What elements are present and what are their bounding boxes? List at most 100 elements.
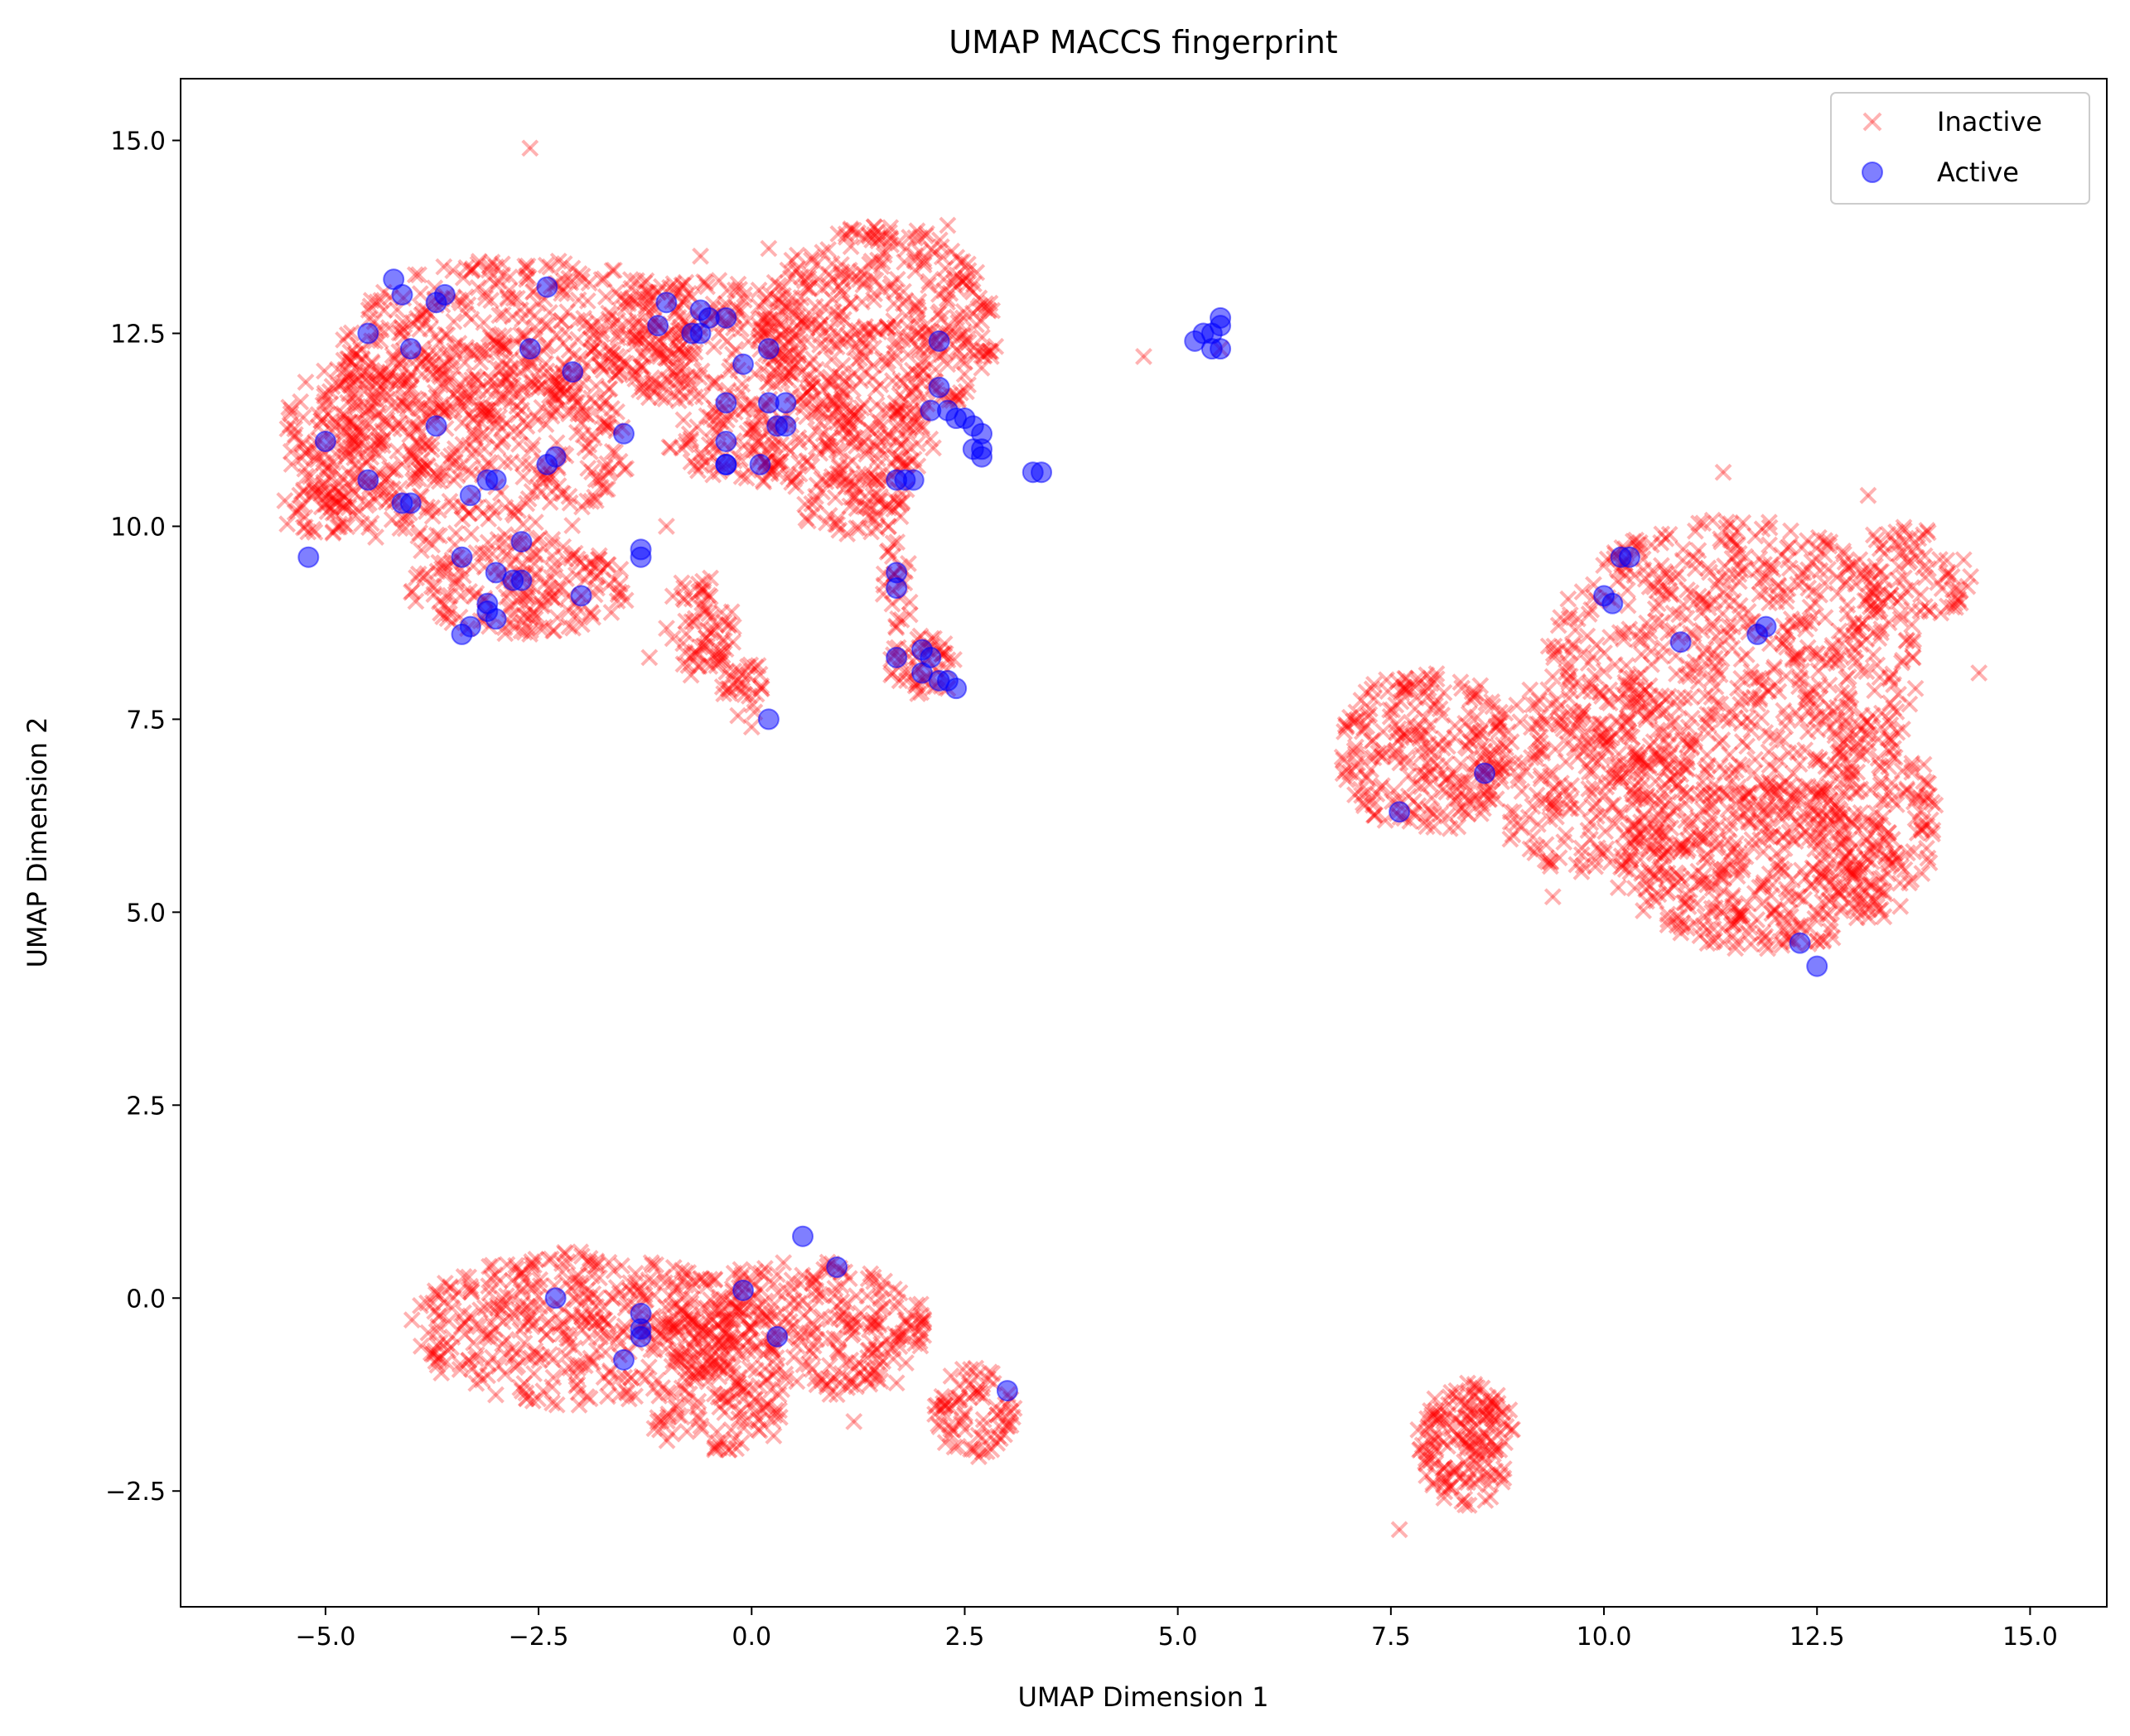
inactive-point <box>622 290 640 307</box>
inactive-point <box>369 372 387 390</box>
inactive-point <box>489 335 506 354</box>
inactive-point <box>488 359 506 378</box>
inactive-point <box>680 374 698 392</box>
inactive-point <box>518 259 535 277</box>
inactive-point <box>572 272 591 291</box>
inactive-point <box>375 375 394 393</box>
inactive-point <box>351 340 369 359</box>
inactive-point <box>513 401 530 419</box>
inactive-point <box>490 408 509 427</box>
inactive-point <box>487 276 505 294</box>
inactive-point <box>390 373 408 391</box>
inactive-point <box>432 358 451 376</box>
inactive-point <box>636 330 654 348</box>
inactive-point <box>442 349 461 367</box>
inactive-point <box>488 380 506 398</box>
inactive-point <box>403 379 420 397</box>
inactive-point <box>546 402 564 420</box>
inactive-point <box>648 345 666 364</box>
inactive-point <box>432 368 450 386</box>
inactive-point <box>395 389 413 407</box>
inactive-point <box>406 390 424 407</box>
inactive-point <box>408 310 426 327</box>
inactive-point <box>594 361 612 379</box>
inactive-point <box>395 395 413 412</box>
inactive-point <box>514 310 531 328</box>
inactive-point <box>577 405 595 423</box>
inactive-point <box>466 368 483 386</box>
plot-marks <box>276 139 1988 1539</box>
inactive-point <box>346 345 365 363</box>
inactive-point <box>541 258 559 276</box>
inactive-point <box>457 258 476 277</box>
inactive-point <box>635 274 654 292</box>
inactive-point <box>495 389 514 407</box>
inactive-point <box>476 289 495 307</box>
inactive-point <box>500 282 519 300</box>
inactive-point <box>529 379 547 398</box>
inactive-point <box>566 384 584 403</box>
inactive-point <box>627 330 645 347</box>
inactive-point <box>381 363 398 381</box>
inactive-point <box>504 307 521 326</box>
inactive-point <box>463 260 481 277</box>
inactive-point <box>492 336 510 354</box>
inactive-point <box>556 324 574 342</box>
inactive-point <box>653 334 671 352</box>
inactive-point <box>412 355 429 374</box>
inactive-point <box>462 262 481 280</box>
inactive-point <box>413 306 431 325</box>
inactive-point <box>603 316 621 335</box>
inactive-point <box>541 403 559 421</box>
inactive-point <box>563 259 582 277</box>
inactive-point <box>473 401 491 419</box>
inactive-point <box>541 304 558 321</box>
inactive-point <box>402 365 420 383</box>
inactive-point <box>394 393 412 412</box>
inactive-point <box>353 350 371 369</box>
inactive-point <box>476 283 495 301</box>
inactive-point <box>580 274 598 292</box>
inactive-point <box>518 270 535 288</box>
inactive-point <box>631 358 650 376</box>
inactive-point <box>543 368 562 386</box>
inactive-point <box>421 399 439 417</box>
inactive-point <box>651 347 669 365</box>
inactive-point <box>578 292 596 310</box>
inactive-point <box>481 258 499 275</box>
inactive-point <box>488 340 506 359</box>
inactive-point <box>473 345 491 364</box>
inactive-point <box>403 314 422 332</box>
inactive-point <box>573 398 592 417</box>
inactive-point <box>359 363 377 381</box>
inactive-point <box>452 294 470 312</box>
inactive-point <box>454 268 472 287</box>
inactive-point <box>519 257 537 275</box>
inactive-point <box>427 388 446 406</box>
inactive-point <box>497 414 515 432</box>
inactive-point <box>469 371 487 389</box>
inactive-point <box>400 371 418 389</box>
inactive-point <box>600 311 618 328</box>
inactive-point <box>411 321 429 338</box>
inactive-point <box>463 371 481 389</box>
inactive-point <box>538 362 556 380</box>
inactive-point <box>427 383 444 402</box>
inactive-point <box>563 388 582 406</box>
inactive-point <box>475 313 493 331</box>
inactive-point <box>477 407 495 425</box>
inactive-point <box>593 321 611 340</box>
inactive-point <box>675 345 693 364</box>
inactive-point <box>456 384 474 402</box>
inactive-point <box>673 345 691 363</box>
inactive-point <box>466 383 484 401</box>
inactive-point <box>440 402 458 420</box>
inactive-point <box>469 278 487 297</box>
inactive-point <box>514 381 532 399</box>
inactive-point <box>537 256 555 274</box>
inactive-point <box>618 327 636 345</box>
inactive-point <box>494 306 512 324</box>
inactive-point <box>430 365 448 383</box>
inactive-point <box>353 350 371 368</box>
inactive-point <box>451 375 469 393</box>
